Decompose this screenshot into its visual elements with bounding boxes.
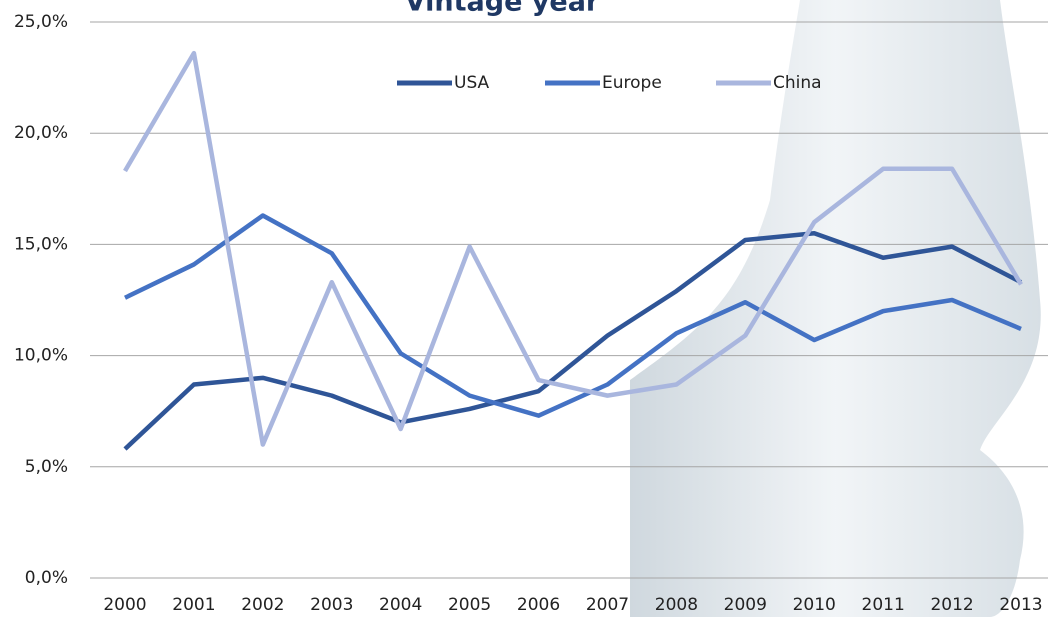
x-tick-label: 2000 [103, 595, 146, 615]
y-tick-label: 5,0% [25, 457, 68, 477]
x-tick-label: 2003 [310, 595, 353, 615]
y-tick-label: 10,0% [14, 346, 68, 366]
x-tick-label: 2002 [241, 595, 284, 615]
legend-label: China [773, 73, 822, 93]
x-tick-label: 2008 [655, 595, 698, 615]
x-tick-label: 2004 [379, 595, 422, 615]
background-pawn [630, 0, 1041, 617]
legend-label: Europe [602, 73, 662, 93]
chart-title: Vintage year [405, 0, 600, 18]
legend-label: USA [454, 73, 490, 93]
y-tick-label: 15,0% [14, 234, 68, 254]
x-tick-label: 2009 [724, 595, 767, 615]
x-tick-label: 2012 [930, 595, 973, 615]
x-tick-label: 2007 [586, 595, 629, 615]
chart: Vintage year 0,0% 5,0% 10,0% 15,0% 20,0% 25,0… [0, 0, 1048, 617]
x-tick-label: 2013 [999, 595, 1042, 615]
y-tick-label: 0,0% [25, 568, 68, 588]
x-tick-label: 2011 [862, 595, 905, 615]
x-tick-label: 2005 [448, 595, 491, 615]
y-tick-label: 20,0% [14, 123, 68, 143]
y-tick-label: 25,0% [14, 12, 68, 32]
x-tick-label: 2001 [172, 595, 215, 615]
x-tick-label: 2006 [517, 595, 560, 615]
x-tick-label: 2010 [793, 595, 836, 615]
